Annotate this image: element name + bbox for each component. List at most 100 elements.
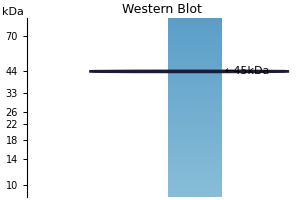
Bar	[167, 87, 222, 88]
Bar	[167, 125, 222, 126]
Bar	[167, 91, 222, 92]
Bar	[167, 120, 222, 121]
Bar	[167, 76, 222, 77]
Bar	[167, 95, 222, 96]
Bar	[167, 165, 222, 166]
Bar	[167, 101, 222, 102]
Bar	[167, 58, 222, 59]
Bar	[167, 150, 222, 151]
Bar	[167, 92, 222, 93]
Bar	[167, 38, 222, 39]
Bar	[167, 102, 222, 103]
Bar	[167, 147, 222, 148]
Bar	[167, 105, 222, 106]
Bar	[167, 73, 222, 74]
Bar	[167, 46, 222, 47]
Bar	[167, 56, 222, 57]
Bar	[167, 114, 222, 115]
Bar	[167, 135, 222, 136]
Bar	[167, 157, 222, 158]
Bar	[167, 133, 222, 134]
Bar	[167, 170, 222, 171]
Bar	[167, 74, 222, 75]
Bar	[167, 28, 222, 29]
Bar	[167, 49, 222, 50]
Bar	[167, 137, 222, 138]
Bar	[167, 128, 222, 129]
Bar	[167, 196, 222, 197]
Bar	[167, 158, 222, 159]
Bar	[167, 175, 222, 176]
Bar	[167, 21, 222, 22]
Bar	[167, 192, 222, 193]
Bar	[167, 98, 222, 99]
Bar	[167, 50, 222, 51]
Bar	[167, 134, 222, 135]
Bar	[167, 30, 222, 31]
Bar	[167, 191, 222, 192]
Bar	[167, 179, 222, 180]
Bar	[167, 174, 222, 175]
Bar	[167, 146, 222, 147]
Bar	[167, 111, 222, 112]
Bar	[167, 178, 222, 179]
Bar	[167, 185, 222, 186]
Bar	[167, 52, 222, 53]
Bar	[167, 26, 222, 27]
Bar	[167, 40, 222, 41]
Bar	[167, 140, 222, 141]
Bar	[167, 116, 222, 117]
Bar	[167, 138, 222, 139]
Bar	[167, 107, 222, 108]
Bar	[167, 115, 222, 116]
Bar	[167, 79, 222, 80]
Bar	[167, 99, 222, 100]
Bar	[167, 65, 222, 66]
Bar	[167, 27, 222, 28]
Bar	[167, 176, 222, 177]
Bar	[167, 86, 222, 87]
Bar	[167, 160, 222, 161]
Bar	[167, 100, 222, 101]
Bar	[167, 173, 222, 174]
Bar	[167, 122, 222, 123]
Bar	[167, 139, 222, 140]
Bar	[167, 55, 222, 56]
Bar	[167, 189, 222, 190]
Bar	[167, 161, 222, 162]
Bar	[167, 31, 222, 32]
Bar	[167, 37, 222, 38]
Bar	[167, 43, 222, 44]
Bar	[167, 78, 222, 79]
Bar	[167, 194, 222, 195]
Bar	[167, 36, 222, 37]
Bar	[167, 104, 222, 105]
Bar	[167, 72, 222, 73]
Bar	[167, 57, 222, 58]
Bar	[167, 75, 222, 76]
Bar	[167, 42, 222, 43]
Bar	[167, 54, 222, 55]
Bar	[167, 77, 222, 78]
Bar	[167, 159, 222, 160]
Bar	[167, 166, 222, 167]
Bar	[167, 35, 222, 36]
Bar	[167, 67, 222, 68]
Bar	[167, 53, 222, 54]
Bar	[167, 126, 222, 127]
Bar	[167, 39, 222, 40]
Bar	[167, 153, 222, 154]
Bar	[167, 124, 222, 125]
Bar	[167, 33, 222, 34]
Bar	[167, 63, 222, 64]
Bar	[167, 163, 222, 164]
Bar	[167, 155, 222, 156]
Bar	[167, 85, 222, 86]
Bar	[167, 32, 222, 33]
Bar	[167, 154, 222, 155]
Bar	[167, 108, 222, 109]
Bar	[167, 162, 222, 163]
Bar	[167, 182, 222, 183]
Bar	[167, 190, 222, 191]
Bar	[167, 180, 222, 181]
